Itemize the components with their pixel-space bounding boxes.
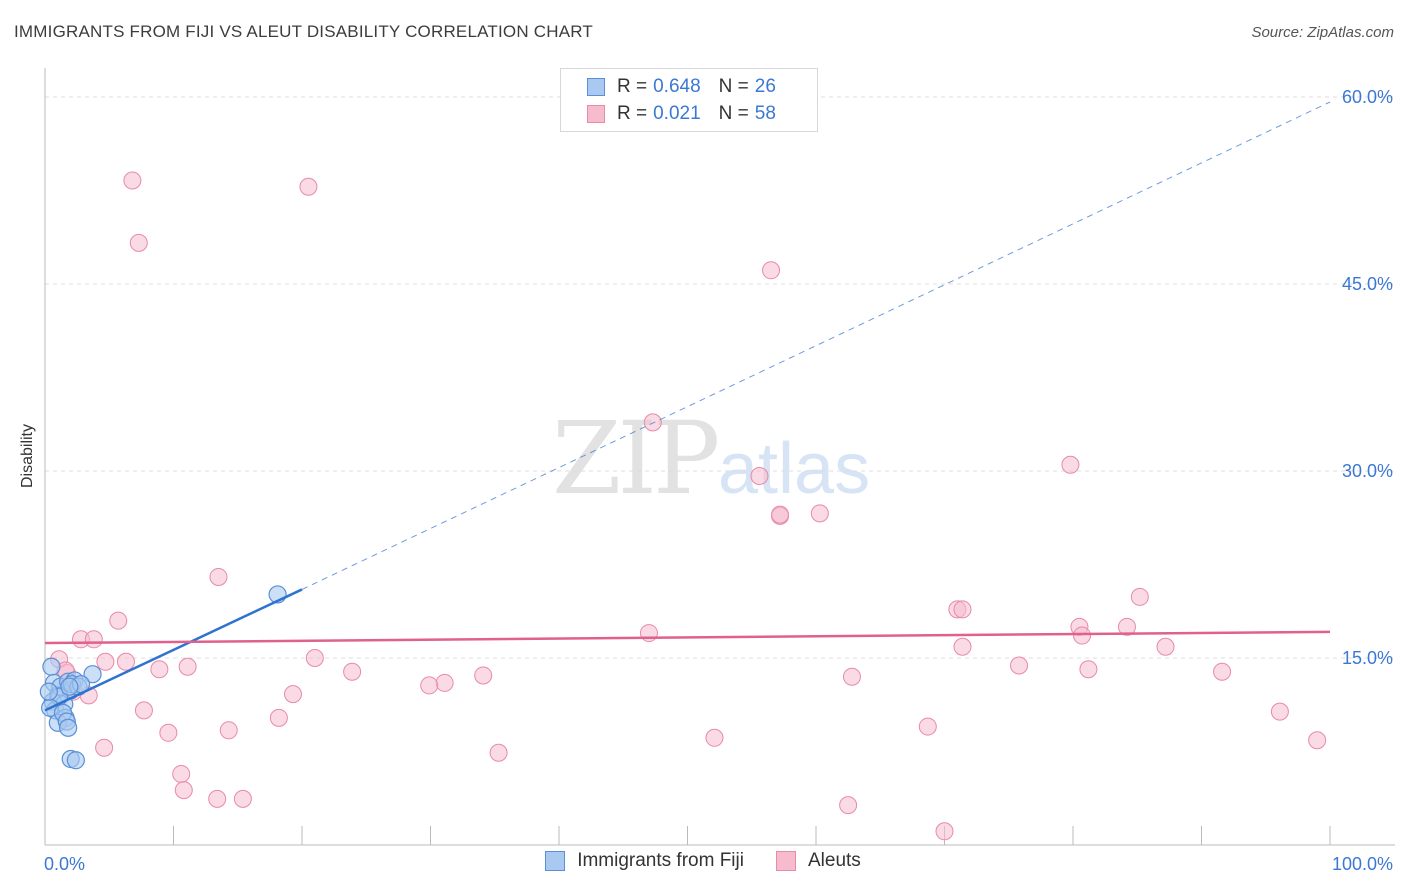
bottom-legend-fiji[interactable]: Immigrants from Fiji [545,850,744,872]
y-tick-label: 60.0% [1342,87,1393,107]
aleut-point [219,721,238,740]
aleut-point [1308,731,1327,750]
aleut-point [269,708,288,727]
fiji-point [66,751,85,770]
fiji-point [83,665,102,684]
aleut-point [178,657,197,676]
aleut-point [762,261,781,280]
aleut-point [643,413,662,432]
aleut-point [935,822,954,841]
aleut-point [109,611,128,630]
aleut-point [233,789,252,808]
legend-n-value: 58 [754,103,776,124]
legend-r-value: 0.648 [653,76,701,97]
aleut-point [420,676,439,695]
legend-row-aleut: R = 0.021 N = 58 [587,102,776,126]
aleut-point [953,637,972,656]
bottom-legend: Immigrants from Fiji Aleuts [0,850,1406,872]
aleut-point [1061,455,1080,474]
aleut-point [172,764,191,783]
aleut-point [95,738,114,757]
chart-title: IMMIGRANTS FROM FIJI VS ALEUT DISABILITY… [14,22,593,41]
aleut-point [305,649,324,667]
aleut-point [343,662,362,681]
aleut-point [705,728,724,747]
bottom-legend-swatch-aleut [775,851,796,871]
aleut-point [839,796,858,815]
aleut-point [1213,662,1232,681]
aleut-point [918,717,937,736]
aleut-point [209,567,228,586]
aleut-trend-line [44,630,1331,645]
x-tick-label: 100.0% [1332,854,1393,874]
aleut-point [1010,656,1029,675]
aleut-point [159,723,178,742]
aleut-point [1079,660,1098,679]
aleut-point [96,652,115,671]
legend-n-value: 26 [754,76,776,97]
y-tick-label: 30.0% [1342,461,1393,481]
aleut-point [1072,626,1091,645]
aleut-point [489,743,508,762]
aleut-point [134,701,153,720]
aleut-point [1117,617,1136,636]
bottom-legend-label-aleut: Aleuts [807,850,861,871]
aleut-point [174,781,193,800]
aleut-point [150,660,169,679]
fiji-point [60,677,79,696]
legend-swatch-fiji [587,78,605,96]
aleut-point [1270,702,1289,721]
legend-r-label: R = [617,76,648,97]
fiji-trend-line [44,588,303,712]
aleut-point [810,504,829,523]
legend-n-label: N = [718,76,749,97]
legend-swatch-aleut [587,105,605,123]
bottom-legend-label-fiji: Immigrants from Fiji [577,850,744,871]
fiji-trend-extension [301,101,1331,590]
aleut-point [84,630,103,649]
aleut-point [435,673,454,692]
aleut-point [771,505,790,524]
aleut-point [116,652,135,671]
legend-r-label: R = [617,103,648,124]
aleut-point [1130,587,1149,606]
aleut-point [208,789,227,808]
bottom-legend-swatch-fiji [545,851,566,871]
aleut-point [750,466,769,485]
watermark-zip: ZIP [552,400,720,517]
aleut-point [284,685,303,704]
source-label: Source: ZipAtlas.com [1251,24,1394,41]
fiji-point [42,657,61,676]
aleut-point [842,667,861,686]
legend-row-fiji: R = 0.648 N = 26 [587,75,776,99]
fiji-point [39,682,58,701]
fiji-point [59,718,78,737]
x-tick-label: 0.0% [44,854,85,874]
aleut-point [129,233,148,252]
aleut-point [299,177,318,196]
legend-r-value: 0.021 [653,103,701,124]
watermark-atlas: atlas [718,429,871,509]
y-tick-label: 15.0% [1342,648,1393,668]
aleut-point [953,600,972,619]
aleut-point [1156,637,1175,656]
aleut-point [123,171,142,190]
bottom-legend-aleut[interactable]: Aleuts [775,850,861,872]
aleut-point [474,666,493,685]
legend-n-label: N = [718,103,749,124]
legend: R = 0.648 N = 26 R = 0.021 N = 58 [560,68,818,132]
y-tick-label: 45.0% [1342,274,1393,294]
